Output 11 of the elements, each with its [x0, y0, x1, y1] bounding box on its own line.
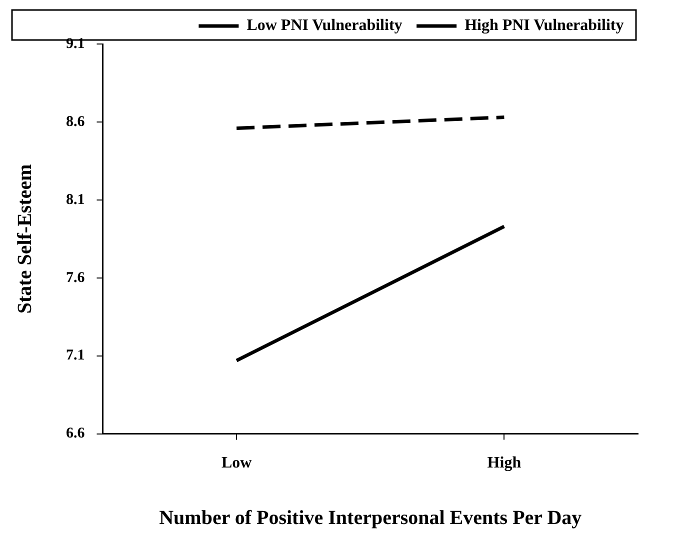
x-tick-label: Low — [221, 454, 252, 472]
y-tick-label: 7.6 — [66, 270, 86, 286]
y-tick-label: 8.6 — [66, 114, 86, 130]
y-tick-label: 7.1 — [66, 348, 85, 364]
legend-label: High PNI Vulnerability — [464, 17, 624, 34]
y-tick-label: 6.6 — [66, 426, 86, 442]
y-tick-label: 8.1 — [66, 192, 85, 208]
x-tick-label: High — [487, 454, 522, 472]
legend-label: Low PNI Vulnerability — [246, 17, 402, 34]
x-axis-title: Number of Positive Interpersonal Events Per Day — [159, 507, 582, 530]
y-axis-title: State Self-Esteem — [14, 164, 36, 314]
